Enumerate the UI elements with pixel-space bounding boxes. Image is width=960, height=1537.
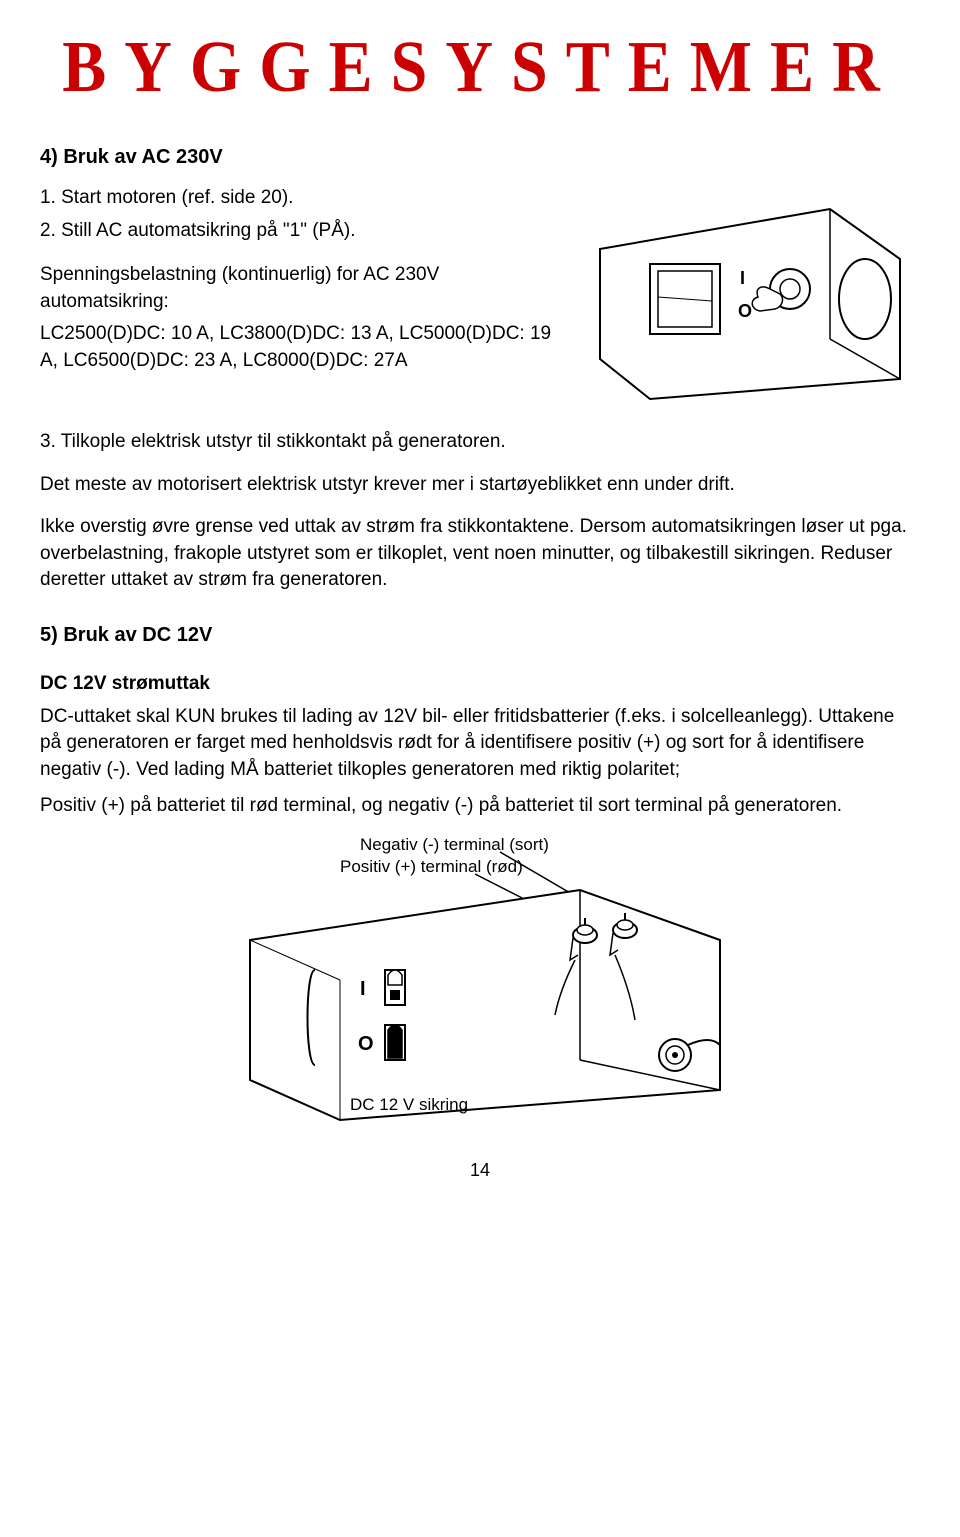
- fig1-label-O: O: [738, 301, 752, 321]
- fig2-label-pos: Positiv (+) terminal (rød): [340, 857, 523, 876]
- section4-note2: Ikke overstig øvre grense ved uttak av s…: [40, 514, 920, 594]
- section4-text-col: 1. Start motoren (ref. side 20). 2. Stil…: [40, 179, 560, 381]
- section4-step1: 1. Start motoren (ref. side 20).: [40, 185, 560, 212]
- fig2-label-neg: Negativ (-) terminal (sort): [360, 835, 549, 854]
- section4-load-intro: Spenningsbelastning (kontinuerlig) for A…: [40, 262, 560, 315]
- fig2-label-I: I: [360, 978, 366, 1000]
- section5-p2: Positiv (+) på batteriet til rød termina…: [40, 793, 920, 820]
- fig2-fuse-up: [385, 970, 405, 1005]
- figure-switch-panel: I O: [580, 179, 920, 409]
- fig1-label-I: I: [740, 268, 745, 288]
- section4-step2: 2. Still AC automatsikring på "1" (PÅ).: [40, 218, 560, 245]
- section4-heading: 4) Bruk av AC 230V: [40, 146, 920, 169]
- document-page: BYGGESYSTEMER 4) Bruk av AC 230V 1. Star…: [0, 0, 960, 1211]
- section4-row: 1. Start motoren (ref. side 20). 2. Stil…: [40, 179, 920, 409]
- fig2-label-fuse: DC 12 V sikring: [350, 1095, 468, 1114]
- section4-load-lines: LC2500(D)DC: 10 A, LC3800(D)DC: 13 A, LC…: [40, 321, 560, 374]
- fig2-fuse-down: [385, 1025, 405, 1060]
- logo-wordmark: BYGGESYSTEMER: [40, 26, 920, 110]
- section5-p1: DC-uttaket skal KUN brukes til lading av…: [40, 704, 920, 784]
- section4-step3: 3. Tilkople elektrisk utstyr til stikkon…: [40, 429, 920, 456]
- section4-note1: Det meste av motorisert elektrisk utstyr…: [40, 472, 920, 499]
- section5-heading: 5) Bruk av DC 12V: [40, 624, 920, 647]
- fig2-label-O: O: [358, 1033, 374, 1055]
- section5-subheading: DC 12V strømuttak: [40, 671, 920, 698]
- figure-dc-terminals: Negativ (-) terminal (sort) Positiv (+) …: [40, 830, 920, 1130]
- page-number: 14: [40, 1160, 920, 1181]
